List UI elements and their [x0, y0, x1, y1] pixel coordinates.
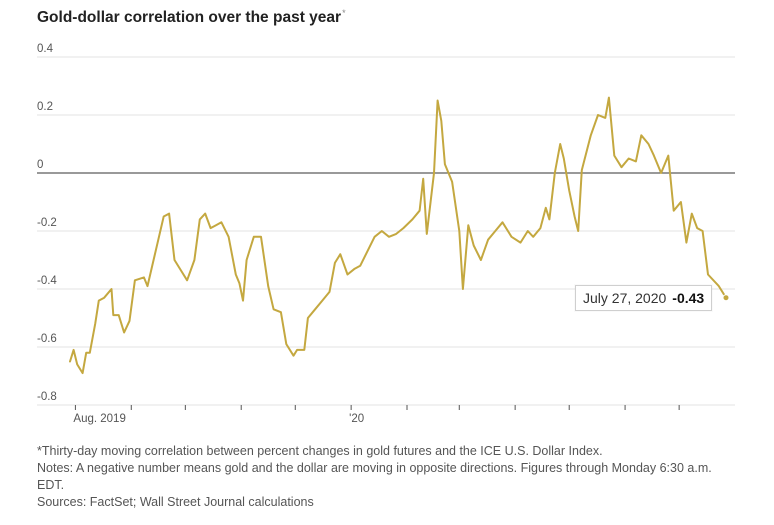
notes-text: Notes: A negative number means gold and …: [37, 461, 712, 492]
sources-text: Sources: FactSet; Wall Street Journal ca…: [37, 495, 314, 509]
y-tick-label: -0.6: [37, 333, 57, 345]
callout-value: -0.43: [672, 290, 705, 306]
y-tick-label: -0.8: [37, 391, 57, 403]
y-tick-label: 0.2: [37, 101, 53, 113]
y-tick-label: 0: [37, 159, 43, 171]
y-tick-label: -0.4: [37, 275, 57, 287]
chart-title: Gold-dollar correlation over the past ye…: [37, 8, 346, 27]
callout-date: July 27, 2020: [583, 290, 667, 306]
title-footnote-marker: *: [342, 8, 346, 18]
x-tick-label: Aug. 2019: [73, 413, 125, 425]
footnote: *Thirty-day moving correlation between p…: [37, 444, 603, 458]
chart-notes: *Thirty-day moving correlation between p…: [37, 443, 717, 511]
y-tick-label: 0.4: [37, 43, 54, 55]
correlation-line-chart: 0.4 0.2 0 -0.2 -0.4 -0.6 -0.8 Aug. 2019 '20: [37, 43, 735, 425]
latest-point-marker: [722, 294, 730, 302]
x-tick-label: '20: [349, 413, 364, 425]
y-tick-label: -0.2: [37, 217, 57, 229]
correlation-series-line: [69, 96, 727, 375]
chart-title-text: Gold-dollar correlation over the past ye…: [37, 9, 342, 27]
latest-value-callout: July 27, 2020 -0.43: [575, 285, 713, 311]
